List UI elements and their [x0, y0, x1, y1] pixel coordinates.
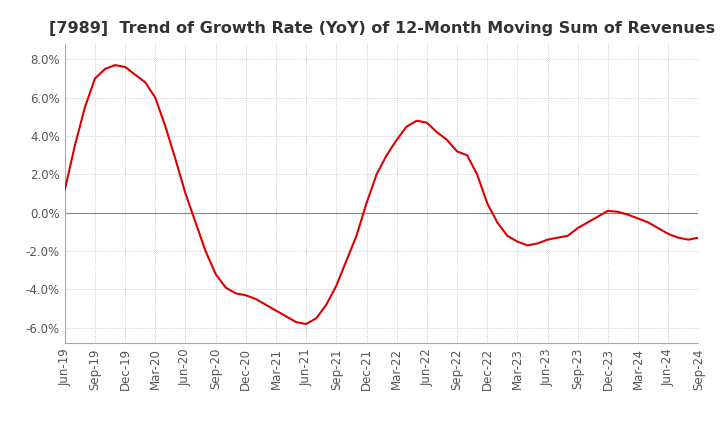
Title: [7989]  Trend of Growth Rate (YoY) of 12-Month Moving Sum of Revenues: [7989] Trend of Growth Rate (YoY) of 12-… [48, 21, 715, 36]
